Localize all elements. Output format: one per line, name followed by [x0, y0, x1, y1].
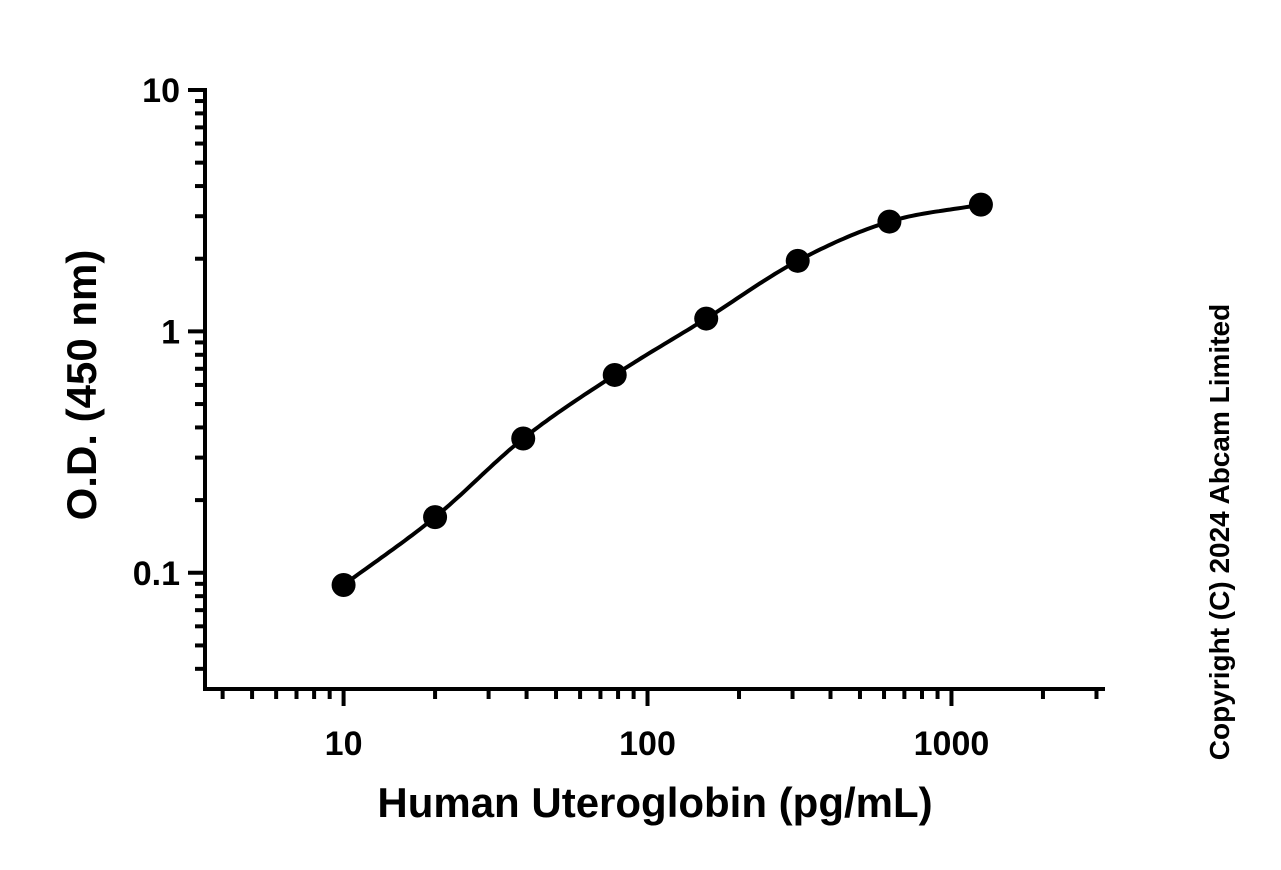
data-points [331, 192, 993, 597]
data-point [602, 362, 627, 387]
data-point [968, 192, 993, 217]
x-axis-tick-labels: 10 100 1000 [325, 725, 990, 763]
data-point [423, 505, 448, 530]
y-axis-ticks [188, 88, 205, 671]
x-tick-label: 100 [619, 725, 676, 763]
y-tick-label: 10 [142, 72, 180, 110]
data-point [785, 248, 810, 273]
x-tick-label: 1000 [914, 725, 990, 763]
copyright-notice: Copyright (C) 2024 Abcam Limited [1204, 304, 1235, 760]
axes [203, 88, 1105, 691]
fit-curve [341, 202, 983, 587]
data-point [694, 306, 719, 331]
x-tick-label: 10 [325, 725, 363, 763]
data-point [877, 209, 902, 234]
x-axis-title: Human Uteroglobin (pg/mL) [377, 779, 932, 826]
y-tick-label: 1 [161, 313, 180, 351]
x-axis-ticks [220, 689, 1099, 706]
y-axis-title: O.D. (450 nm) [58, 250, 105, 521]
y-axis-tick-labels: 0.1 1 10 [133, 72, 180, 593]
data-point [331, 572, 356, 597]
data-point [511, 426, 536, 451]
y-tick-label: 0.1 [133, 555, 180, 593]
